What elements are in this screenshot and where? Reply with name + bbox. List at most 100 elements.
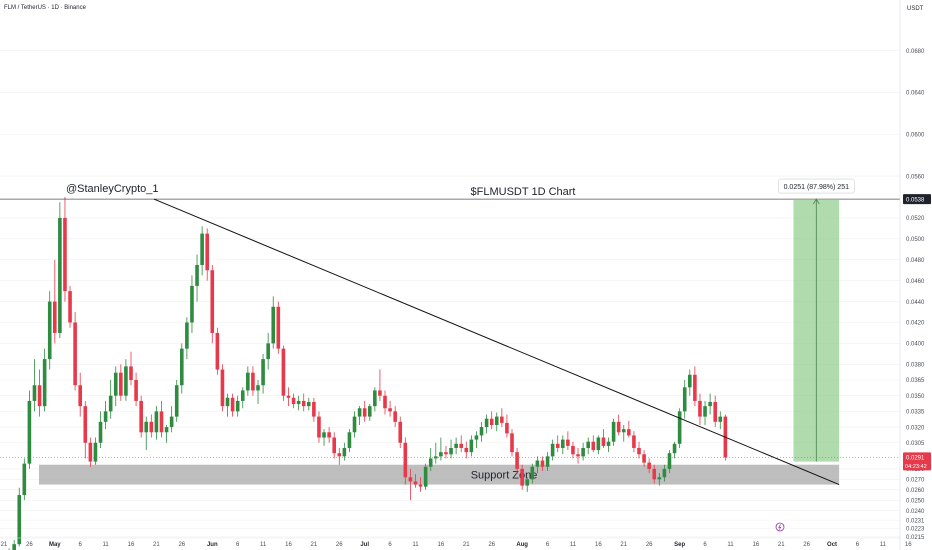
candle: [550, 439, 555, 461]
candle-body: [352, 416, 357, 433]
candle: [169, 406, 174, 433]
candle: [667, 450, 672, 474]
candle: [190, 275, 194, 333]
candle-body: [672, 443, 677, 454]
candle-body: [129, 366, 133, 381]
candle-body: [698, 400, 702, 417]
candle: [357, 406, 362, 425]
candle: [464, 441, 469, 459]
candle-body: [58, 217, 62, 333]
y-tick-label: 0.0640: [906, 91, 925, 97]
candle-body: [428, 458, 433, 467]
candle: [17, 487, 22, 547]
candle-body: [220, 369, 225, 407]
x-tick-label: 26: [803, 542, 810, 548]
candle: [677, 408, 682, 448]
candle: [515, 447, 519, 475]
candle: [58, 202, 62, 339]
candle-body: [413, 481, 418, 485]
candle-body: [688, 374, 692, 388]
candle-body: [291, 397, 296, 405]
candle-body: [144, 421, 149, 433]
candle: [256, 380, 260, 405]
x-tick-label: 16: [438, 542, 445, 548]
candle: [362, 400, 367, 422]
candle-body: [185, 322, 189, 349]
trendline: [153, 198, 840, 486]
y-tick-label: 0.0680: [906, 49, 925, 55]
candle-body: [540, 460, 545, 467]
candle: [388, 400, 392, 417]
candle: [601, 429, 606, 448]
candle: [383, 390, 387, 415]
measure-label: 0.0251 (87.98%) 251: [784, 184, 849, 191]
candle: [672, 441, 677, 459]
candle-body: [576, 454, 580, 457]
candle-body: [423, 466, 428, 487]
candle: [159, 400, 164, 438]
candle-body: [63, 217, 67, 292]
candle: [124, 359, 128, 401]
candle: [662, 464, 667, 482]
y-tick-label: 0.0240: [906, 509, 925, 515]
y-tick-label: 0.0480: [906, 258, 925, 264]
candle-body: [454, 443, 458, 448]
candle: [53, 259, 57, 344]
candle: [459, 435, 463, 453]
candle: [591, 435, 596, 453]
x-tick-label: 11: [570, 542, 577, 548]
candle-body: [581, 447, 585, 457]
candle-body: [708, 401, 712, 407]
candle-body: [286, 395, 291, 398]
candle-body: [510, 433, 514, 453]
candle: [713, 395, 717, 428]
candle: [545, 452, 550, 471]
candle: [555, 435, 560, 453]
symbol-title: FLM / TetherUS · 1D · Binance: [4, 5, 87, 11]
candle: [413, 474, 418, 488]
y-tick-label: 0.0400: [906, 342, 925, 348]
candle-body: [240, 390, 245, 401]
x-tick-label: 11: [727, 542, 734, 548]
candle: [78, 372, 82, 417]
zone-layer: Support Zone: [39, 464, 840, 485]
candle: [230, 393, 235, 417]
candle-body: [73, 322, 77, 386]
candle-body: [149, 421, 154, 433]
candle-body: [68, 291, 72, 323]
candle-body: [327, 432, 331, 438]
candle: [307, 397, 311, 411]
price-label-current-bg: [903, 452, 931, 471]
candle: [210, 264, 215, 344]
x-tick-label: 16: [595, 542, 602, 548]
candle: [718, 411, 723, 430]
y-tick-label: 0.0231: [906, 518, 925, 524]
candle: [627, 420, 631, 438]
candle: [469, 435, 474, 457]
candle: [378, 369, 382, 401]
candle: [652, 464, 657, 484]
candle: [327, 427, 331, 443]
candle: [261, 353, 265, 394]
candle-body: [230, 397, 235, 412]
x-tick-label: Oct: [827, 542, 837, 548]
x-tick-label: 21: [311, 542, 318, 548]
candle-body: [347, 432, 352, 448]
candle: [312, 397, 316, 422]
candle: [352, 411, 357, 438]
candle-body: [37, 385, 42, 407]
candle: [266, 332, 270, 370]
candle-body: [718, 416, 723, 422]
candle: [83, 400, 88, 459]
candle-body: [632, 435, 636, 448]
candle-body: [550, 443, 555, 457]
candle-body: [342, 447, 347, 457]
candle: [113, 366, 118, 407]
candle: [510, 429, 514, 457]
candle: [88, 437, 93, 467]
x-tick-label: 26: [336, 542, 343, 548]
candle-body: [662, 468, 667, 478]
candle-body: [22, 463, 27, 496]
candle-body: [667, 453, 672, 469]
